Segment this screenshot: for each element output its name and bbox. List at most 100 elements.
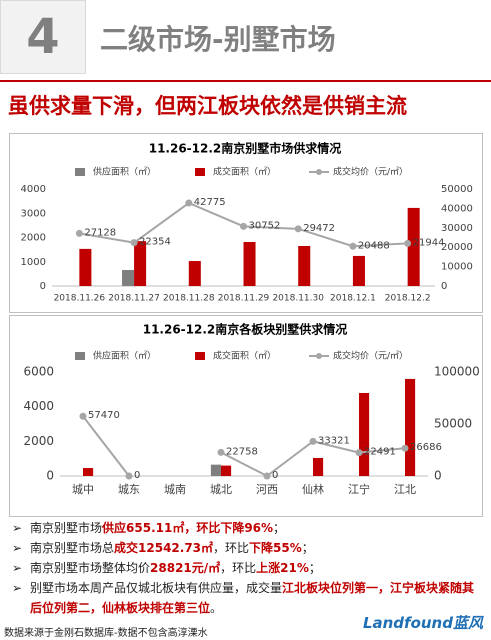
bullet-list: ➢ 南京别墅市场供应655.11㎡，环比下降96%； ➢ 南京别墅市场总成交12542…: [10, 518, 480, 618]
bar: [210, 464, 221, 476]
bullet-marker: ➢: [12, 561, 23, 575]
line-point: [309, 437, 317, 445]
logo-text: Landfound: [362, 614, 453, 632]
data-label: 30752: [249, 220, 281, 231]
bullet-text: 。: [210, 601, 223, 615]
bullet: ➢ 南京别墅市场总成交12542.73㎡，环比下降55%；: [10, 538, 480, 558]
bullet-marker: ➢: [12, 521, 23, 535]
x-tick-label: 2018.11.27: [108, 294, 160, 304]
bullet: ➢ 别墅市场本周产品仅城北板块有供应量，成交量江北板块位列第一，江宁板块紧随其后位…: [10, 578, 480, 618]
y-tick-label: 4000: [21, 184, 46, 195]
bullet: ➢ 南京别墅市场整体均价28821元/㎡，环比上涨21%；: [10, 558, 480, 578]
bullet-text: ，环比: [213, 541, 250, 555]
y-tick-label: 1000: [21, 257, 46, 268]
line-point: [401, 444, 409, 452]
y2-tick-label: 20000: [441, 242, 473, 253]
chart-frame: [9, 315, 483, 517]
legend-label: 成交均价（元/㎡）: [333, 350, 408, 362]
bullet-marker: ➢: [12, 541, 23, 555]
bar: [359, 392, 370, 476]
data-label: 33321: [318, 435, 350, 446]
line-point: [263, 472, 271, 480]
data-label: 22491: [364, 447, 396, 458]
chart-title: 11.26-12.2南京别墅市场供求情况: [149, 141, 342, 156]
bar: [79, 248, 92, 286]
data-label: 42775: [194, 197, 226, 208]
x-tick-label: 2018.12.2: [385, 294, 431, 304]
x-tick-label: 河西: [256, 483, 278, 496]
data-label: 22758: [226, 446, 258, 457]
data-label: 26686: [410, 442, 442, 453]
y2-tick-label: 0: [434, 469, 442, 483]
bar: [83, 468, 94, 476]
bar: [298, 245, 311, 286]
bar: [188, 261, 201, 286]
bullet-text: 供应655.11㎡，环比下降96%: [102, 521, 274, 535]
line-point: [355, 449, 363, 457]
y2-tick-label: 0: [441, 281, 447, 292]
legend-label: 成交面积（㎡）: [213, 350, 276, 362]
y2-tick-label: 50000: [441, 184, 473, 195]
bar: [313, 457, 324, 476]
y-tick-label: 0: [40, 281, 46, 292]
logo: Landfound蓝风: [363, 612, 483, 633]
x-tick-label: 2018.11.29: [218, 294, 270, 304]
bar: [122, 269, 135, 286]
data-label: 27128: [84, 227, 116, 238]
bullet-text: 南京别墅市场总: [30, 541, 115, 555]
bullet-text: 上涨21%: [256, 561, 309, 575]
bullet-text: 下降55%: [249, 541, 302, 555]
y-tick-label: 2000: [23, 434, 54, 448]
y-tick-label: 6000: [23, 365, 54, 379]
y2-tick-label: 10000: [441, 262, 473, 273]
line-point: [125, 472, 133, 480]
y-tick-label: 0: [46, 469, 54, 483]
data-label: 57470: [88, 410, 120, 421]
x-tick-label: 江宁: [348, 482, 370, 496]
legend-swatch: [195, 168, 205, 176]
source-note: 数据来源于金刚石数据库-数据不包含高淳溧水: [4, 628, 208, 639]
bullet-text: 江北板块位列第一，江宁板块紧随其后位列第二，仙林板块排在第三位: [30, 581, 475, 615]
bullet-text: ，环比: [220, 561, 257, 575]
bar: [407, 207, 420, 286]
bullet-text: ；: [273, 521, 286, 535]
y2-tick-label: 40000: [441, 203, 473, 214]
bar: [134, 241, 147, 286]
y2-tick-label: 50000: [434, 417, 472, 431]
legend-swatch: [316, 169, 322, 175]
legend-swatch: [75, 352, 85, 360]
y-tick-label: 4000: [23, 399, 54, 413]
y2-tick-label: 100000: [434, 365, 480, 379]
y2-tick-label: 30000: [441, 223, 473, 234]
x-tick-label: 城南: [164, 483, 186, 496]
bullet-text: ；: [301, 541, 314, 555]
bullet: ➢ 南京别墅市场供应655.11㎡，环比下降96%；: [10, 518, 480, 538]
line-point: [294, 225, 302, 233]
x-tick-label: 2018.11.30: [272, 294, 324, 304]
x-tick-label: 2018.11.26: [54, 294, 106, 304]
bullet-text: 28821元/㎡: [150, 561, 221, 575]
chart-title: 11.26-12.2南京各板块别墅供求情况: [143, 322, 348, 337]
bullet-text: 别墅市场本周产品仅城北板块有供应量，成交量: [30, 581, 283, 595]
x-tick-label: 仙林: [302, 482, 324, 496]
bullet-text: 南京别墅市场整体均价: [30, 561, 151, 575]
line-point: [404, 239, 412, 247]
page-title: 二级市场-别墅市场: [100, 23, 336, 56]
bullet-text: 南京别墅市场: [30, 521, 103, 535]
line-point: [130, 239, 138, 247]
legend-swatch: [195, 352, 205, 360]
x-tick-label: 江北: [394, 483, 416, 496]
data-label: 20488: [358, 240, 390, 251]
line-point: [79, 412, 87, 420]
data-label: 22354: [139, 237, 171, 248]
bar: [352, 255, 365, 286]
divider: [0, 80, 491, 82]
x-tick-label: 2018.11.28: [163, 294, 215, 304]
line-point: [185, 199, 193, 207]
line-point: [349, 242, 357, 250]
chart-frame: [9, 133, 483, 313]
data-label: 0: [272, 470, 278, 481]
x-tick-label: 城中: [72, 483, 94, 496]
